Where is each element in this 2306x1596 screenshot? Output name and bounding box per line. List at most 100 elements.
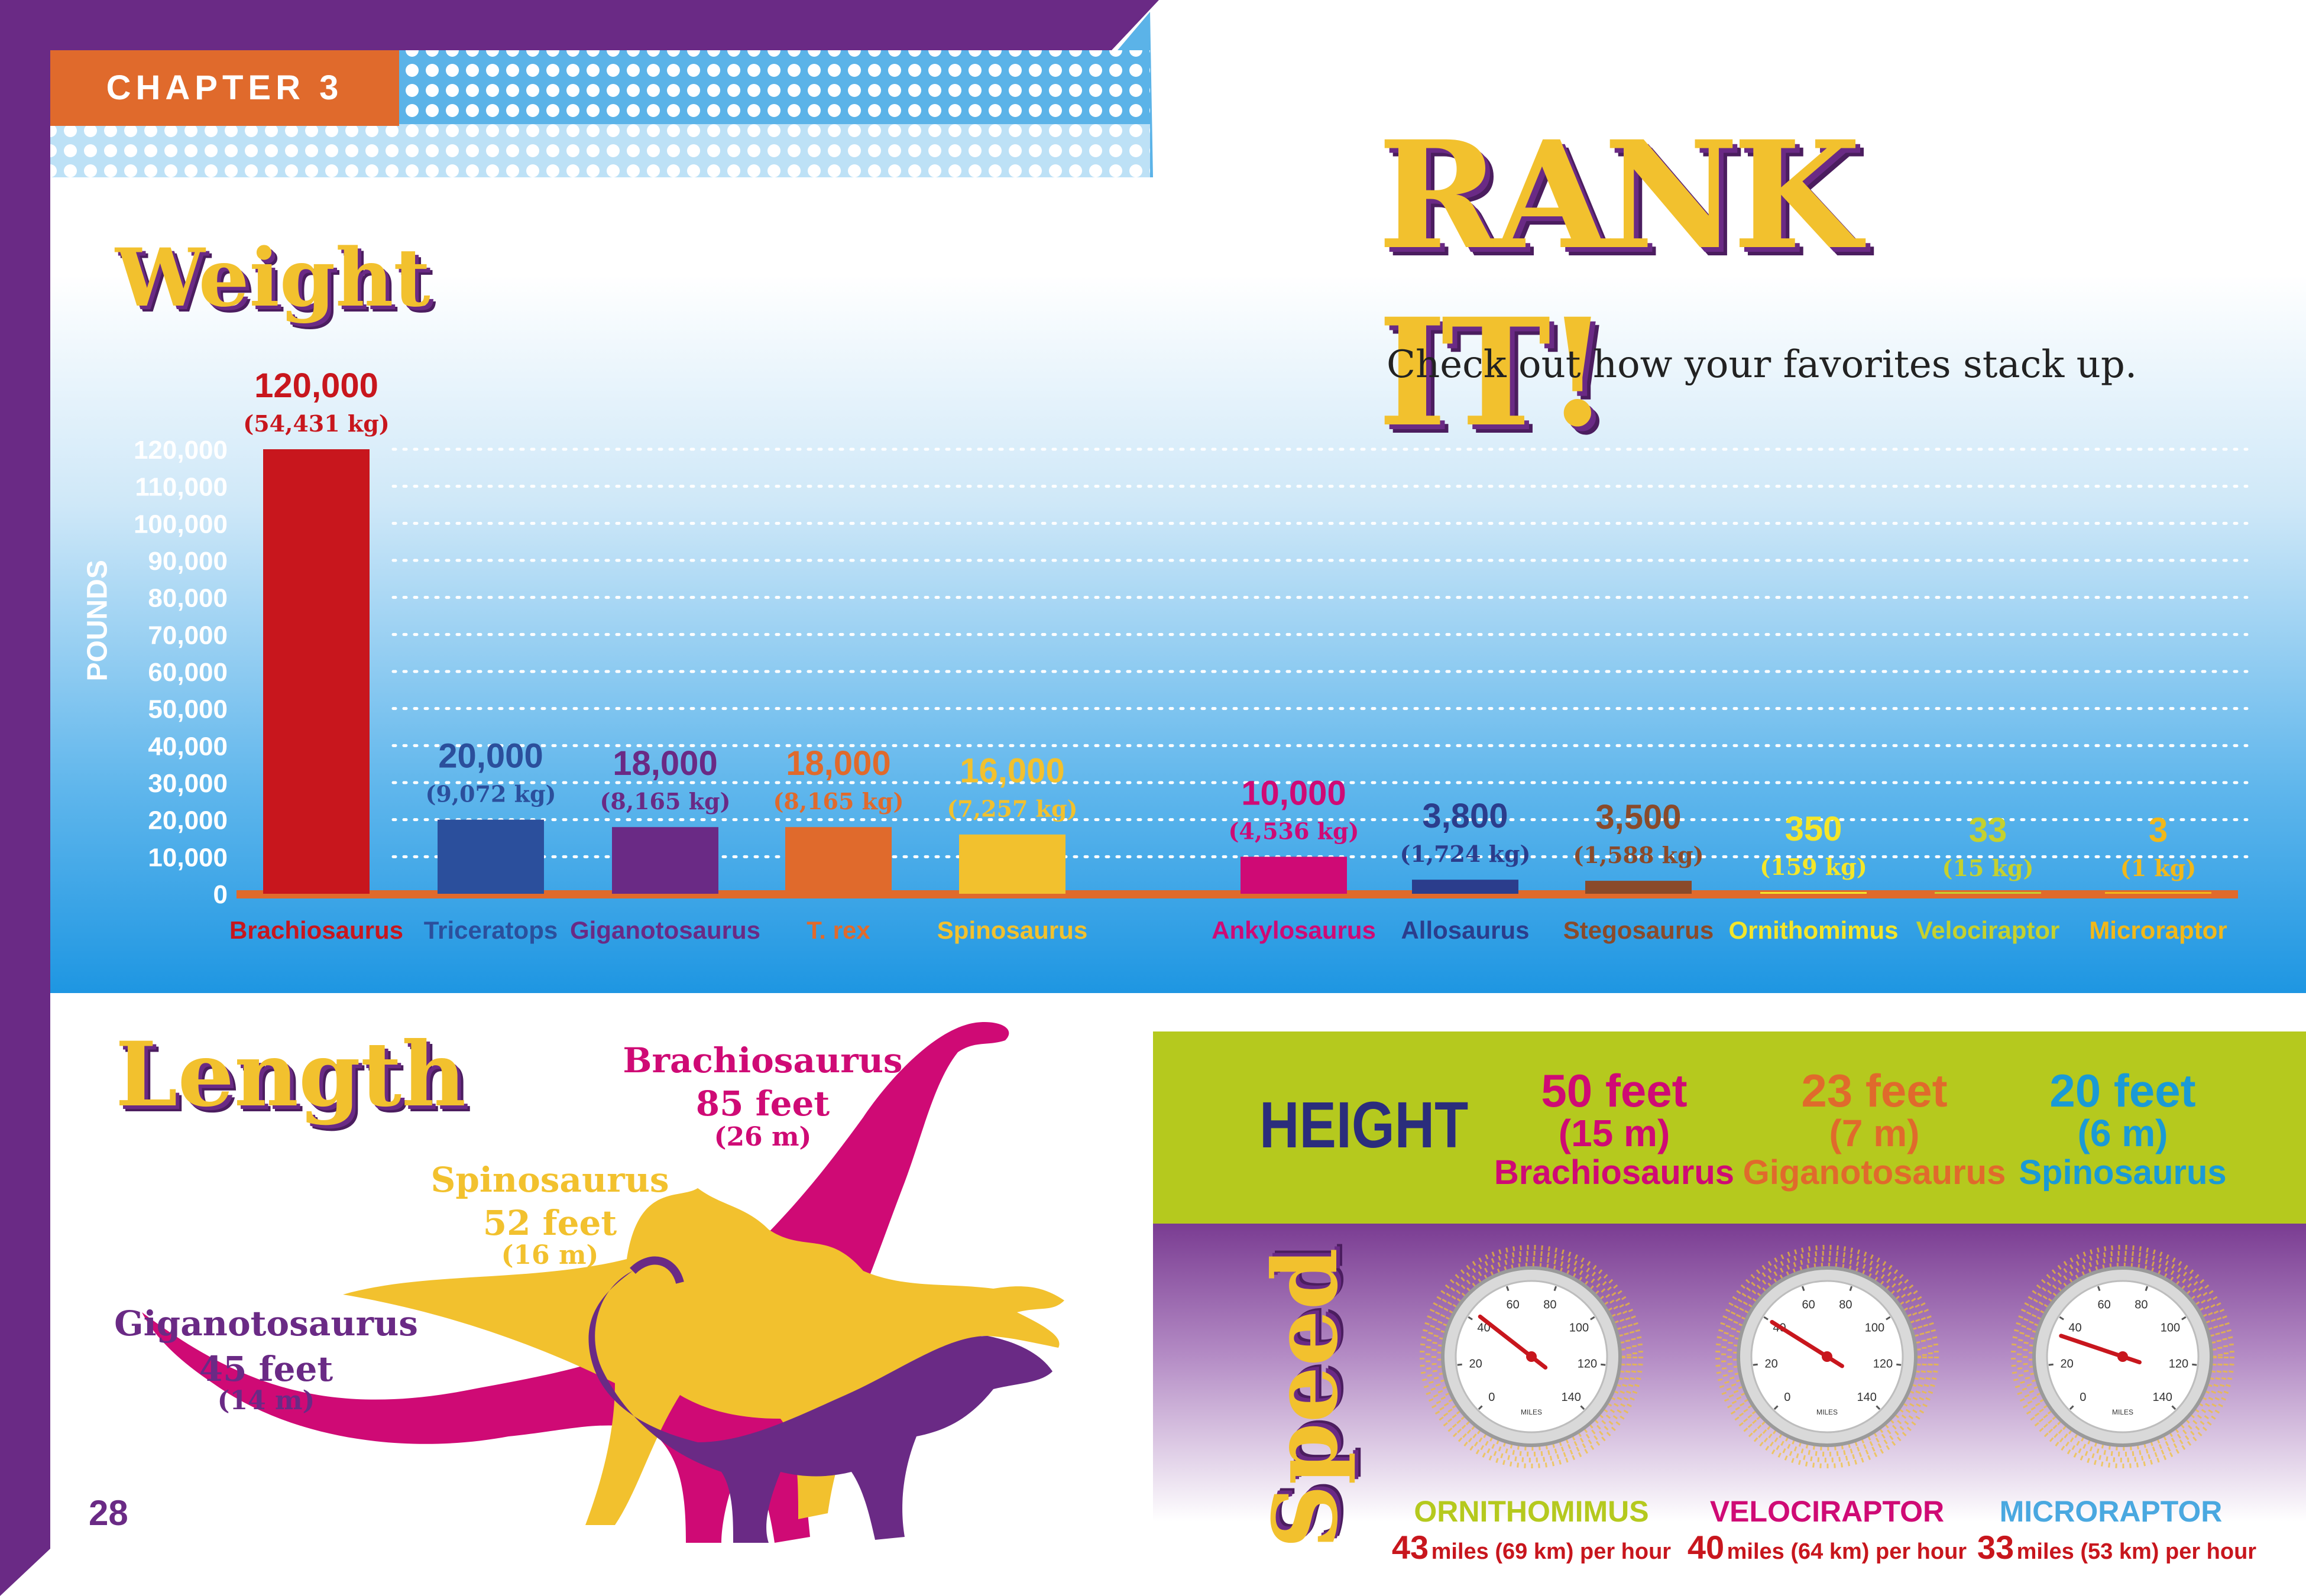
speed-rest: miles (53 km) per hour — [2016, 1539, 2257, 1564]
gauge-unit-label: MILES — [2112, 1408, 2133, 1416]
gauge-tick-label: 120 — [1873, 1358, 1893, 1371]
bar-value-label: 18,000 — [613, 744, 717, 783]
length-meters: (14 m) — [217, 1386, 315, 1416]
x-category-label: T. rex — [807, 916, 870, 944]
gauge-tick-label: 60 — [2097, 1298, 2110, 1311]
gauge-tick-mark — [1601, 1363, 1606, 1366]
y-tick-label: 30,000 — [148, 769, 228, 798]
gauge-tick-label: 140 — [1561, 1391, 1580, 1404]
bar-kg-label: (1,724 kg) — [1400, 841, 1530, 867]
speed-value-line: 33 miles (53 km) per hour — [1957, 1528, 2276, 1566]
height-meters: (6 m) — [2077, 1112, 2168, 1154]
intro-text: Check out how your favorites stack up. — [1387, 343, 2137, 387]
length-feet: 85 feet — [695, 1084, 830, 1124]
dinosaur-silhouettes — [142, 1022, 1064, 1543]
gauge-tick-mark — [1478, 1405, 1483, 1410]
bar-value-label: 350 — [1785, 810, 1842, 848]
y-tick-label: 110,000 — [135, 473, 228, 502]
speed-name: VELOCIRAPTOR — [1709, 1495, 1945, 1528]
weight-bar — [1241, 857, 1347, 894]
weight-bar — [263, 449, 370, 894]
gauge-tick-mark — [1801, 1286, 1805, 1292]
weight-bar — [438, 819, 544, 894]
y-tick-label: 70,000 — [148, 621, 228, 650]
bar-kg-label: (1 kg) — [2120, 855, 2197, 881]
gauge-tick-mark — [2145, 1286, 2149, 1292]
gauge-tick-label: 100 — [1569, 1321, 1589, 1334]
gauge-tick-mark — [1773, 1405, 1779, 1410]
gauge-unit-label: MILES — [1521, 1408, 1542, 1416]
height-heading: HEIGHT — [1259, 1089, 1469, 1162]
bar-value-label: 3,500 — [1595, 798, 1681, 836]
weight-bar — [612, 827, 718, 894]
speed-number: 43 — [1391, 1529, 1429, 1566]
height-feet: 23 feet — [1801, 1065, 1948, 1117]
gauge-tick-mark — [1896, 1363, 1902, 1366]
gauge-tick-label: 60 — [1506, 1298, 1519, 1311]
gauge-tick-mark — [1876, 1405, 1881, 1410]
length-name: Spinosaurus — [430, 1160, 669, 1200]
gauge-tick-mark — [2181, 1316, 2187, 1321]
y-tick-label: 80,000 — [148, 584, 228, 613]
bar-value-label: 33 — [1969, 811, 2007, 849]
height-feet: 50 feet — [1541, 1065, 1688, 1117]
gauge-tick-mark — [2048, 1363, 2054, 1366]
x-category-label: Velociraptor — [1916, 916, 2060, 944]
gauge-tick-mark — [2059, 1316, 2064, 1321]
bar-kg-label: (54,431 kg) — [243, 410, 390, 437]
gauge-tick-label: 0 — [1488, 1391, 1495, 1404]
y-tick-label: 50,000 — [148, 695, 228, 724]
x-category-label: Spinosaurus — [937, 916, 1087, 944]
gauge-halftone-ring — [2017, 1251, 2229, 1462]
gauge-halftone-ring — [1721, 1251, 1933, 1462]
y-tick-label: 20,000 — [148, 806, 228, 835]
height-meters: (7 m) — [1829, 1112, 1920, 1154]
y-tick-label: 40,000 — [148, 732, 228, 761]
weight-bar — [785, 827, 892, 894]
length-name: Brachiosaurus — [623, 1040, 903, 1081]
gauge-tick-label: 100 — [2161, 1321, 2180, 1334]
bar-value-label: 18,000 — [786, 744, 890, 783]
speed-value-line: 43 miles (69 km) per hour — [1372, 1528, 1691, 1566]
gauge-halftone-ring — [1437, 1263, 1625, 1451]
weight-bar-chart: 0 10,000 20,000 30,000 40,000 50,000 60,000 70,… — [134, 366, 2238, 944]
weight-bar — [1760, 892, 1867, 894]
bar-value-label: 20,000 — [438, 737, 543, 776]
page-title: RANK IT! — [1378, 108, 1861, 459]
gauge-tick-mark — [1457, 1363, 1462, 1366]
bar-value-label: 10,000 — [1241, 774, 1346, 812]
gauge-tick-label: 140 — [2152, 1391, 2172, 1404]
x-category-label: Brachiosaurus — [229, 916, 403, 944]
height-name: Brachiosaurus — [1494, 1153, 1735, 1192]
x-category-label: Triceratops — [424, 916, 558, 944]
gauge-tick-mark — [1590, 1316, 1595, 1321]
y-tick-label: 0 — [213, 880, 228, 909]
gauge-tick-label: 80 — [2135, 1298, 2148, 1311]
page-number: 28 — [89, 1493, 128, 1533]
gauge-halftone-ring — [2023, 1257, 2223, 1456]
gauge-halftone-ring — [1733, 1263, 1921, 1451]
speed-number: 33 — [1977, 1529, 2014, 1566]
bar-kg-label: (9,072 kg) — [425, 781, 556, 807]
x-category-label: Microraptor — [2089, 916, 2227, 944]
gauge-tick-mark — [2171, 1405, 2177, 1410]
gauge-tick-mark — [1849, 1286, 1853, 1292]
gauge-unit-label: MILES — [1816, 1408, 1838, 1416]
bar-value-label: 3 — [2149, 811, 2168, 849]
gauge-halftone-ring — [2011, 1245, 2234, 1468]
gauge-tick-mark — [1580, 1405, 1585, 1410]
height-name: Spinosaurus — [2019, 1153, 2227, 1192]
gauge-tick-mark — [1763, 1316, 1769, 1321]
gauge-tick-label: 20 — [1469, 1358, 1482, 1371]
height-panel — [1153, 1031, 2306, 1224]
gauge-tick-label: 80 — [1839, 1298, 1852, 1311]
gauge-tick-mark — [2192, 1363, 2197, 1366]
bar-kg-label: (15 kg) — [1942, 855, 2034, 881]
gauge-tick-mark — [2069, 1405, 2074, 1410]
bar-kg-label: (4,536 kg) — [1228, 818, 1359, 844]
gauge-tick-mark — [1468, 1316, 1473, 1321]
x-category-label: Giganotosaurus — [570, 916, 760, 944]
gauge-tick-label: 140 — [1857, 1391, 1876, 1404]
y-tick-label: 120,000 — [134, 436, 228, 465]
